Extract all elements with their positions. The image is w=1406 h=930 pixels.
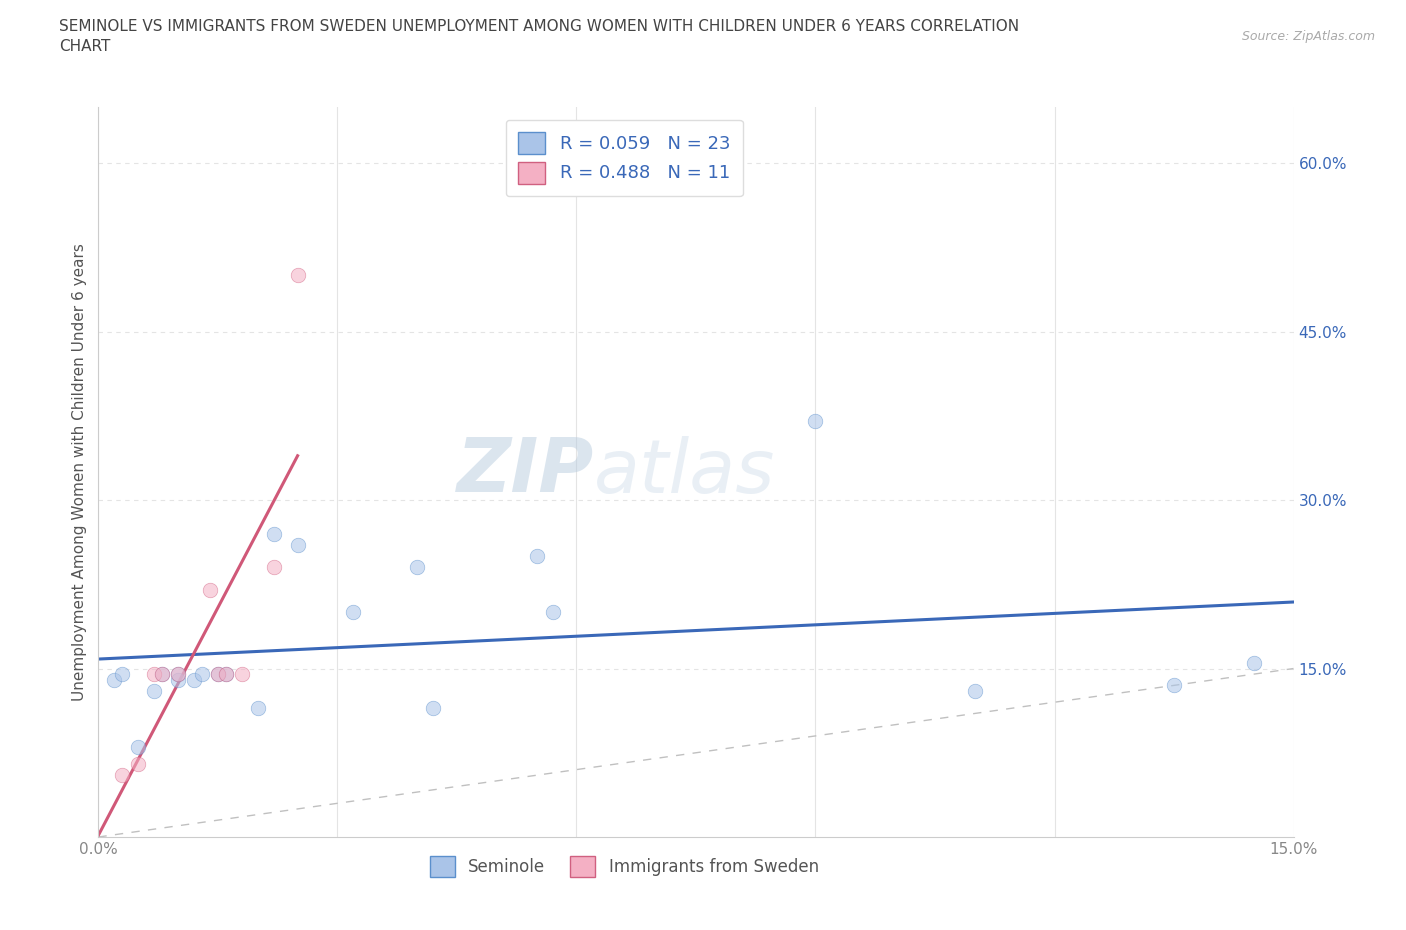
Point bbox=[287, 268, 309, 283]
Point bbox=[215, 667, 238, 682]
Legend: Seminole, Immigrants from Sweden: Seminole, Immigrants from Sweden bbox=[423, 850, 825, 883]
Point bbox=[246, 700, 269, 715]
Y-axis label: Unemployment Among Women with Children Under 6 years: Unemployment Among Women with Children U… bbox=[72, 243, 87, 701]
Point bbox=[215, 667, 238, 682]
Point bbox=[342, 604, 364, 619]
Point bbox=[111, 768, 134, 783]
Point bbox=[183, 672, 205, 687]
Point bbox=[103, 672, 125, 687]
Point bbox=[1163, 678, 1185, 693]
Point bbox=[143, 667, 166, 682]
Point bbox=[191, 667, 214, 682]
Point bbox=[963, 684, 986, 698]
Text: atlas: atlas bbox=[595, 436, 776, 508]
Point bbox=[1243, 656, 1265, 671]
Point bbox=[287, 538, 309, 552]
Text: Source: ZipAtlas.com: Source: ZipAtlas.com bbox=[1241, 30, 1375, 43]
Point bbox=[526, 549, 548, 564]
Point bbox=[150, 667, 173, 682]
Text: CHART: CHART bbox=[59, 39, 111, 54]
Point bbox=[231, 667, 253, 682]
Point bbox=[111, 667, 134, 682]
Point bbox=[804, 414, 827, 429]
Point bbox=[150, 667, 173, 682]
Point bbox=[127, 739, 149, 754]
Point bbox=[143, 684, 166, 698]
Point bbox=[207, 667, 229, 682]
Point bbox=[422, 700, 444, 715]
Point bbox=[263, 526, 285, 541]
Text: ZIP: ZIP bbox=[457, 435, 595, 509]
Point bbox=[127, 757, 149, 772]
Point bbox=[167, 672, 190, 687]
Point bbox=[198, 582, 221, 597]
Point bbox=[167, 667, 190, 682]
Text: SEMINOLE VS IMMIGRANTS FROM SWEDEN UNEMPLOYMENT AMONG WOMEN WITH CHILDREN UNDER : SEMINOLE VS IMMIGRANTS FROM SWEDEN UNEMP… bbox=[59, 19, 1019, 33]
Point bbox=[207, 667, 229, 682]
Point bbox=[167, 667, 190, 682]
Point bbox=[541, 604, 564, 619]
Point bbox=[406, 560, 429, 575]
Point bbox=[263, 560, 285, 575]
